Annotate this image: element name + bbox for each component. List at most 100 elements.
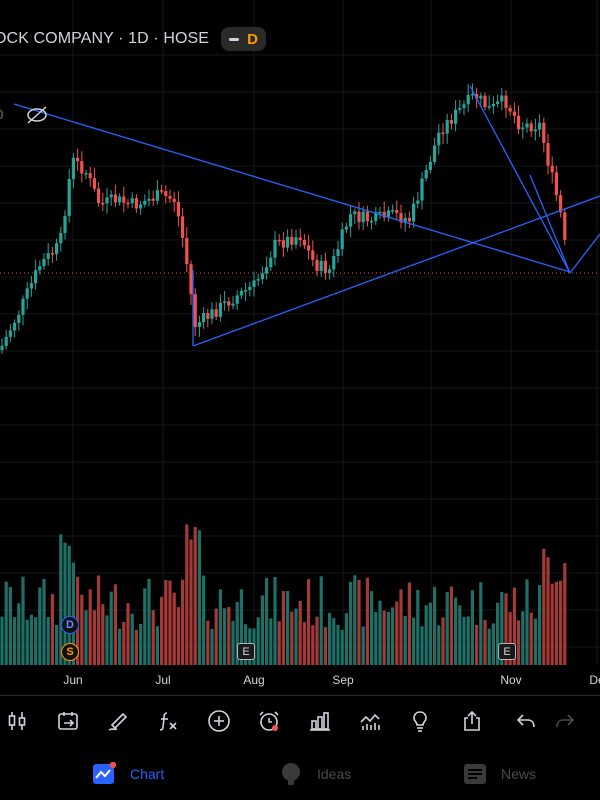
earnings-marker[interactable]: E <box>498 643 516 660</box>
volume-bar <box>55 625 59 665</box>
split-marker[interactable]: S <box>61 643 79 661</box>
candle-body <box>332 255 336 270</box>
candle-body <box>496 101 500 104</box>
candle-body <box>206 312 210 319</box>
candle-body <box>445 120 449 134</box>
volume-bar <box>84 610 88 665</box>
undo-icon[interactable] <box>509 704 543 738</box>
volume-bar <box>294 608 298 665</box>
candle-body <box>38 266 42 271</box>
volume-bar <box>533 618 537 665</box>
volume-bar <box>21 576 25 665</box>
candle-body <box>504 95 508 108</box>
indicators-fx-icon[interactable] <box>151 704 185 738</box>
dividend-marker[interactable]: D <box>61 616 79 634</box>
candle-body <box>130 198 134 204</box>
volume-bar <box>437 625 441 665</box>
volume-bar <box>361 626 365 665</box>
volume-bar <box>466 616 470 665</box>
candle-body <box>479 95 483 99</box>
volume-bar <box>441 617 445 665</box>
volume-bar <box>462 616 466 665</box>
candle-body <box>483 95 487 108</box>
volume-bar <box>71 562 75 665</box>
idea-bulb-icon[interactable] <box>403 704 437 738</box>
candle-body <box>550 165 554 173</box>
candle-body <box>517 115 521 130</box>
volume-bar <box>59 534 63 665</box>
symbol-title[interactable]: OCK COMPANY · 1D · HOSE <box>0 30 210 47</box>
candle-body <box>344 226 348 230</box>
candle-body <box>0 345 4 350</box>
candle-body <box>63 215 67 234</box>
volume-bar <box>227 607 231 665</box>
replay-icon[interactable] <box>51 704 85 738</box>
candle-body <box>21 298 25 315</box>
volume-bar <box>424 605 428 665</box>
nav-tab-news[interactable]: News <box>463 762 536 786</box>
candle-body <box>407 217 411 222</box>
candle-body <box>298 237 302 240</box>
price-chart[interactable] <box>0 0 600 695</box>
redo-icon[interactable] <box>548 704 582 738</box>
earnings-marker[interactable]: E <box>237 643 255 660</box>
volume-bar <box>412 617 416 665</box>
volume-bar <box>328 613 332 665</box>
volume-bar <box>458 605 462 665</box>
volume-bar <box>193 526 197 665</box>
candle-body <box>84 173 88 175</box>
volume-bar <box>281 591 285 665</box>
candle-body <box>34 270 38 284</box>
candle-body <box>155 190 159 201</box>
candle-body <box>378 211 382 214</box>
nav-tab-ideas[interactable]: Ideas <box>279 762 351 786</box>
candle-body <box>538 122 542 130</box>
candle-body <box>487 106 491 108</box>
candle-body <box>164 191 168 197</box>
alert-icon[interactable] <box>252 704 286 738</box>
volume-bar <box>0 616 4 665</box>
candle-body <box>466 94 470 105</box>
volume-bar <box>445 592 449 665</box>
candle-body <box>395 210 399 213</box>
volume-bar <box>491 623 495 665</box>
data-status-badge[interactable]: D <box>221 27 266 51</box>
nav-chart-label: Chart <box>130 766 165 782</box>
candle-body <box>185 237 189 265</box>
draw-icon[interactable] <box>101 704 135 738</box>
candle-body <box>29 283 33 289</box>
add-icon[interactable] <box>202 704 236 738</box>
nav-tab-chart[interactable]: Chart <box>92 761 165 786</box>
share-icon[interactable] <box>455 704 489 738</box>
month-label-jun: Jun <box>63 673 83 687</box>
volume-bar <box>160 596 164 665</box>
candle-body <box>441 132 445 135</box>
volume-bar <box>42 579 46 665</box>
compare-icon[interactable] <box>353 704 387 738</box>
symbol-header[interactable]: OCK COMPANY · 1D · HOSE D <box>0 26 266 52</box>
chart-area[interactable]: OCK COMPANY · 1D · HOSE D 0 Jun Jul Aug … <box>0 0 600 695</box>
candle-body <box>76 157 80 162</box>
candle-body <box>315 259 319 272</box>
volume-bar <box>134 629 138 665</box>
volume-bar <box>139 624 143 665</box>
volume-bar <box>38 587 42 665</box>
candle-body <box>374 212 378 222</box>
candle-body <box>370 221 374 223</box>
nav-ideas-label: Ideas <box>317 766 352 782</box>
candle-body <box>55 243 59 255</box>
volume-bar <box>185 524 189 665</box>
candle-body <box>248 286 252 291</box>
trend-line <box>529 174 571 274</box>
bar-chart-icon[interactable] <box>303 704 337 738</box>
volume-bar <box>428 602 432 665</box>
candle-body <box>176 202 180 217</box>
volume-bar <box>550 583 554 665</box>
candle-body <box>88 173 92 179</box>
candle-body <box>403 217 407 223</box>
candle-body <box>227 301 231 306</box>
volume-bar <box>214 608 218 665</box>
candle-body <box>25 288 29 299</box>
candle-body <box>147 198 151 201</box>
candles-icon[interactable] <box>0 704 34 738</box>
